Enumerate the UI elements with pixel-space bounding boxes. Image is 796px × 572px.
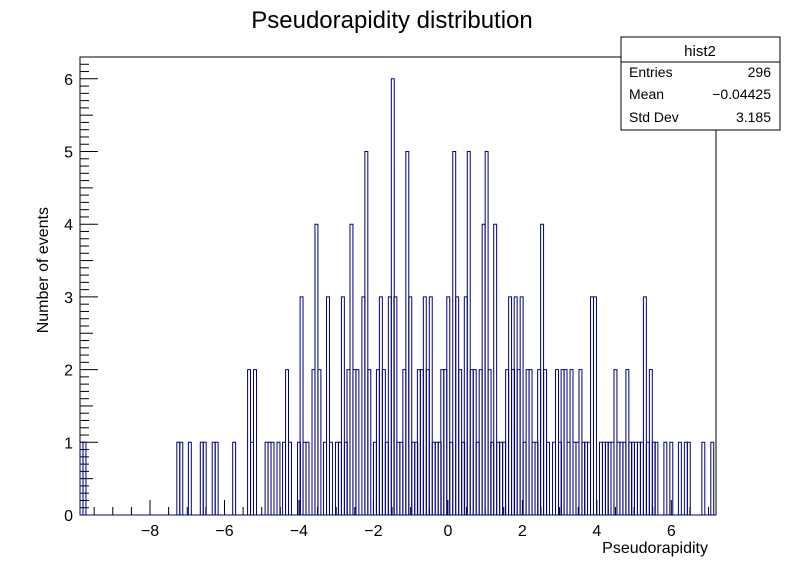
histogram-bin <box>364 151 369 515</box>
histogram-bin <box>393 296 398 515</box>
histogram-bin <box>270 441 275 515</box>
histogram-bin <box>546 441 551 515</box>
stats-mean-label: Mean <box>629 86 664 102</box>
y-tick-label: 4 <box>64 217 73 234</box>
stats-box-frame <box>620 36 781 131</box>
x-tick-label: −4 <box>290 523 308 540</box>
y-tick-label: 2 <box>64 363 73 380</box>
histogram-bin <box>214 441 219 515</box>
x-axis-label: Pseudorapidity <box>602 540 708 557</box>
y-tick-label: 3 <box>64 290 73 307</box>
x-tick-label: −6 <box>215 523 233 540</box>
x-tick-label: −8 <box>141 523 159 540</box>
histogram-bin <box>232 441 237 515</box>
histogram-bin <box>187 441 192 515</box>
histogram-bin <box>305 441 310 515</box>
histogram-bin <box>519 296 524 515</box>
histogram-bin <box>179 441 184 515</box>
stats-stddev-value: 3.185 <box>736 109 771 125</box>
y-tick-label: 1 <box>64 435 73 452</box>
x-tick-label: 6 <box>667 523 676 540</box>
histogram-bin <box>701 441 706 515</box>
histogram-bin <box>340 296 345 515</box>
histogram-bins <box>79 78 716 516</box>
y-axis-label: Number of events <box>35 207 52 333</box>
histogram-bin <box>288 441 292 515</box>
stats-stddev-label: Std Dev <box>629 109 679 125</box>
histogram-bin <box>367 369 372 515</box>
histogram-bin <box>686 441 691 515</box>
chart-title: Pseudorapidity distribution <box>251 7 533 34</box>
x-tick-label: 0 <box>443 523 452 540</box>
histogram-bin <box>408 296 413 515</box>
histogram-bin <box>329 441 333 515</box>
y-tick-label: 0 <box>64 508 73 525</box>
stats-entries-label: Entries <box>629 64 673 80</box>
histogram-bin <box>317 369 322 515</box>
histogram-bin <box>428 296 433 515</box>
histogram-bin <box>299 296 304 515</box>
stats-box-title: hist2 <box>684 43 716 60</box>
histogram-bin <box>669 441 674 515</box>
histogram-bin <box>326 296 330 515</box>
histogram-bin <box>677 441 682 515</box>
histogram-bin <box>493 223 498 515</box>
x-tick-label: 4 <box>592 523 601 540</box>
stats-mean-value: −0.04425 <box>712 86 771 102</box>
histogram-bin <box>355 369 360 515</box>
histogram-bin <box>663 441 668 515</box>
histogram-bin <box>446 296 451 515</box>
stats-box: hist2 Entries 296 Mean −0.04425 Std Dev … <box>620 36 781 131</box>
stats-entries-value: 296 <box>748 64 772 80</box>
x-tick-label: −2 <box>364 523 382 540</box>
y-tick-label: 5 <box>64 145 73 162</box>
histogram-bin <box>202 441 207 515</box>
histogram-bin <box>642 296 647 515</box>
y-tick-label: 6 <box>64 72 73 89</box>
histogram-bin <box>253 369 257 515</box>
histogram-bin <box>484 151 489 515</box>
histogram-bin <box>710 441 715 515</box>
histogram-bin <box>593 296 597 515</box>
x-tick-label: 2 <box>518 523 527 540</box>
histogram-bin <box>654 441 659 515</box>
histogram-bin <box>466 151 471 515</box>
histogram-bin <box>82 441 87 515</box>
histogram-bin <box>276 441 281 515</box>
